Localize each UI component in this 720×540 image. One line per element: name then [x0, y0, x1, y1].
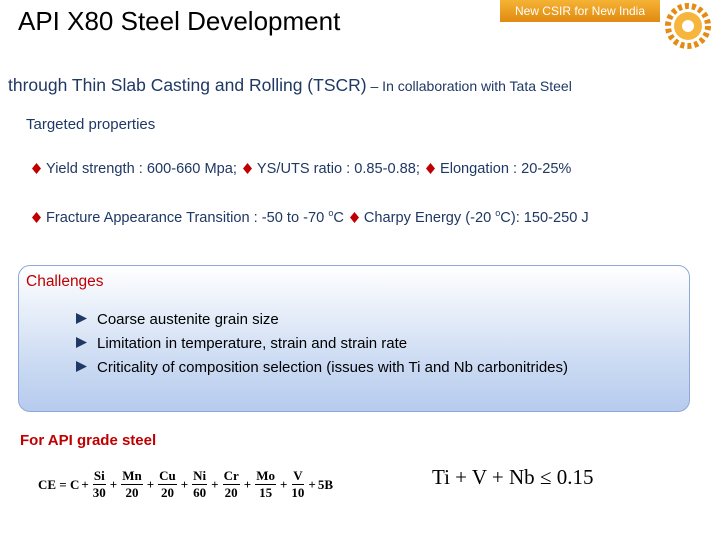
- subtitle-secondary: – In collaboration with Tata Steel: [366, 78, 572, 94]
- diamond-bullet: [349, 211, 359, 223]
- numerator: Mn: [121, 468, 143, 485]
- denominator: 60: [193, 485, 207, 500]
- property-item: Yield strength : 600-660 Mpa;: [32, 161, 237, 177]
- ce-formula: CE = C + Si 30 + Mn 20 + Cu 20 + Ni 60 + Cr 20 + Mo 15 + V 10…: [38, 468, 333, 501]
- diamond-bullet: [425, 162, 435, 174]
- property-text: C: [333, 209, 344, 226]
- operator: +: [308, 476, 316, 492]
- logo: [665, 3, 711, 49]
- superscript: o: [328, 208, 334, 218]
- diamond-bullet: [32, 211, 41, 223]
- fraction: Si 30: [93, 468, 106, 501]
- challenge-text: Coarse austenite grain size: [97, 311, 279, 328]
- banner: New CSIR for New India: [500, 0, 660, 22]
- numerator: V: [292, 468, 304, 485]
- operator: +: [180, 476, 189, 492]
- operator: +: [279, 476, 288, 492]
- arrow-bullet: [76, 335, 87, 348]
- subtitle-main: through Thin Slab Casting and Rolling (T…: [8, 75, 367, 95]
- subtitle: through Thin Slab Casting and Rolling (T…: [8, 75, 572, 96]
- denominator: 15: [259, 485, 273, 500]
- challenge-item: Coarse austenite grain size: [76, 311, 279, 328]
- denominator: 20: [224, 485, 238, 500]
- challenge-text: Criticality of composition selection (is…: [97, 359, 569, 376]
- diamond-bullet: [242, 162, 252, 174]
- operator: +: [211, 476, 219, 492]
- fraction: Mn 20: [121, 468, 143, 501]
- denominator: 30: [92, 485, 106, 500]
- diamond-bullet: [32, 162, 41, 174]
- property-text: C): 150-250 J: [500, 209, 589, 226]
- property-line: Fracture Appearance Transition : -50 to …: [32, 208, 595, 226]
- denominator: 20: [125, 485, 139, 500]
- operator: +: [109, 476, 118, 492]
- ce-tail: 5B: [317, 476, 333, 492]
- numerator: Cr: [222, 468, 240, 485]
- property-item: YS/UTS ratio : 0.85-0.88;: [242, 161, 420, 177]
- operator: +: [81, 476, 89, 492]
- property-item: Elongation : 20-25%: [425, 161, 572, 177]
- property-text: Elongation : 20-25%: [439, 161, 572, 177]
- fraction: V 10: [291, 468, 304, 501]
- fraction: Mo 15: [255, 468, 276, 501]
- properties-heading: Targeted properties: [26, 116, 156, 133]
- challenges-heading: Challenges: [26, 273, 104, 290]
- fraction: Cr 20: [222, 468, 240, 501]
- fraction: Ni 60: [192, 468, 208, 501]
- arrow-bullet: [76, 359, 87, 372]
- numerator: Mo: [255, 468, 276, 485]
- operator: +: [146, 476, 155, 492]
- property-item: Charpy Energy (-20 oC): 150-250 J: [349, 208, 589, 226]
- title: API X80 Steel Development: [18, 6, 341, 36]
- property-text: YS/UTS ratio : 0.85-0.88;: [256, 161, 420, 177]
- denominator: 20: [160, 485, 174, 500]
- challenges-box: [18, 265, 690, 412]
- property-text: Charpy Energy (-20: [363, 209, 496, 226]
- numerator: Si: [92, 468, 106, 485]
- numerator: Cu: [158, 468, 177, 485]
- ce-lhs: CE = C: [38, 476, 80, 492]
- challenge-text: Limitation in temperature, strain and st…: [97, 335, 408, 352]
- property-text: Fracture Appearance Transition : -50 to …: [46, 209, 329, 226]
- challenge-item: Limitation in temperature, strain and st…: [76, 335, 407, 352]
- property-item: Fracture Appearance Transition : -50 to …: [32, 208, 344, 226]
- superscript: o: [495, 208, 501, 218]
- denominator: 10: [291, 485, 305, 500]
- numerator: Ni: [192, 468, 208, 485]
- api-heading: For API grade steel: [20, 432, 157, 449]
- property-text: Yield strength : 600-660 Mpa;: [46, 161, 237, 177]
- arrow-bullet: [76, 311, 87, 324]
- operator: +: [243, 476, 252, 492]
- property-line: Yield strength : 600-660 Mpa; YS/UTS rati…: [32, 161, 577, 177]
- challenge-item: Criticality of composition selection (is…: [76, 359, 568, 376]
- limit-formula: Ti + V + Nb ≤ 0.15: [432, 465, 594, 489]
- fraction: Cu 20: [158, 468, 177, 501]
